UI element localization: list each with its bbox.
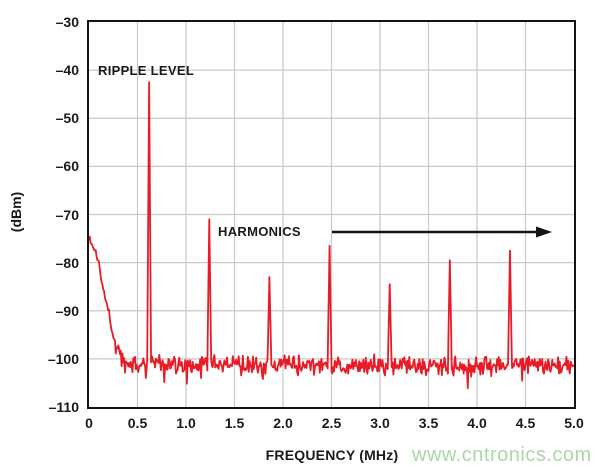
x-tick-label: 1.5 xyxy=(224,415,245,431)
y-tick-label: –50 xyxy=(55,110,79,127)
x-axis-title: FREQUENCY (MHz) xyxy=(265,447,399,463)
y-tick-label: –100 xyxy=(47,350,79,367)
watermark-text: www.cntronics.com xyxy=(412,444,592,466)
x-tick-label: 3.0 xyxy=(370,415,390,431)
x-tick-label: 0 xyxy=(85,415,93,431)
x-tick-label: 2.0 xyxy=(273,415,293,431)
y-tick-label: –30 xyxy=(55,14,79,30)
plot-area: RIPPLE LEVEL HARMONICS xyxy=(87,20,576,409)
y-tick-label: –80 xyxy=(55,254,79,271)
y-tick-label: –60 xyxy=(55,158,79,175)
gridlines xyxy=(89,22,574,407)
y-tick-label: –70 xyxy=(55,206,79,223)
x-tick-label: 1.0 xyxy=(176,415,196,431)
ripple-level-annotation: RIPPLE LEVEL xyxy=(98,63,195,78)
x-tick-label: 5.0 xyxy=(564,415,584,431)
harmonics-annotation: HARMONICS xyxy=(218,224,301,239)
x-tick-label: 4.0 xyxy=(467,415,487,431)
spectrum-trace xyxy=(89,81,574,390)
x-tick-label: 4.5 xyxy=(515,415,536,431)
y-tick-label: –110 xyxy=(48,399,79,415)
spectrum-plot-svg xyxy=(89,22,574,407)
y-tick-label: –40 xyxy=(55,62,79,79)
y-tick-label: –90 xyxy=(55,302,79,319)
harmonics-arrow xyxy=(332,226,552,238)
x-tick-label: 0.5 xyxy=(127,415,148,431)
x-tick-label: 3.5 xyxy=(418,415,439,431)
x-tick-label: 2.5 xyxy=(321,415,342,431)
